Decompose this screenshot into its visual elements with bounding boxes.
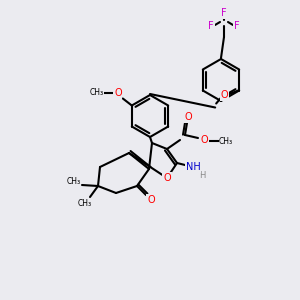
Text: H: H	[199, 172, 205, 181]
Text: F: F	[234, 21, 240, 31]
Text: O: O	[163, 173, 171, 183]
Text: CH₃: CH₃	[78, 200, 92, 208]
Text: O: O	[147, 195, 155, 205]
Text: O: O	[114, 88, 122, 98]
Text: O: O	[220, 91, 228, 100]
Text: CH₃: CH₃	[90, 88, 104, 97]
Text: O: O	[200, 135, 208, 145]
Text: CH₃: CH₃	[67, 176, 81, 185]
Text: CH₃: CH₃	[219, 136, 233, 146]
Text: O: O	[184, 112, 192, 122]
Text: NH: NH	[186, 162, 200, 172]
Text: F: F	[208, 21, 214, 31]
Text: F: F	[221, 8, 227, 18]
